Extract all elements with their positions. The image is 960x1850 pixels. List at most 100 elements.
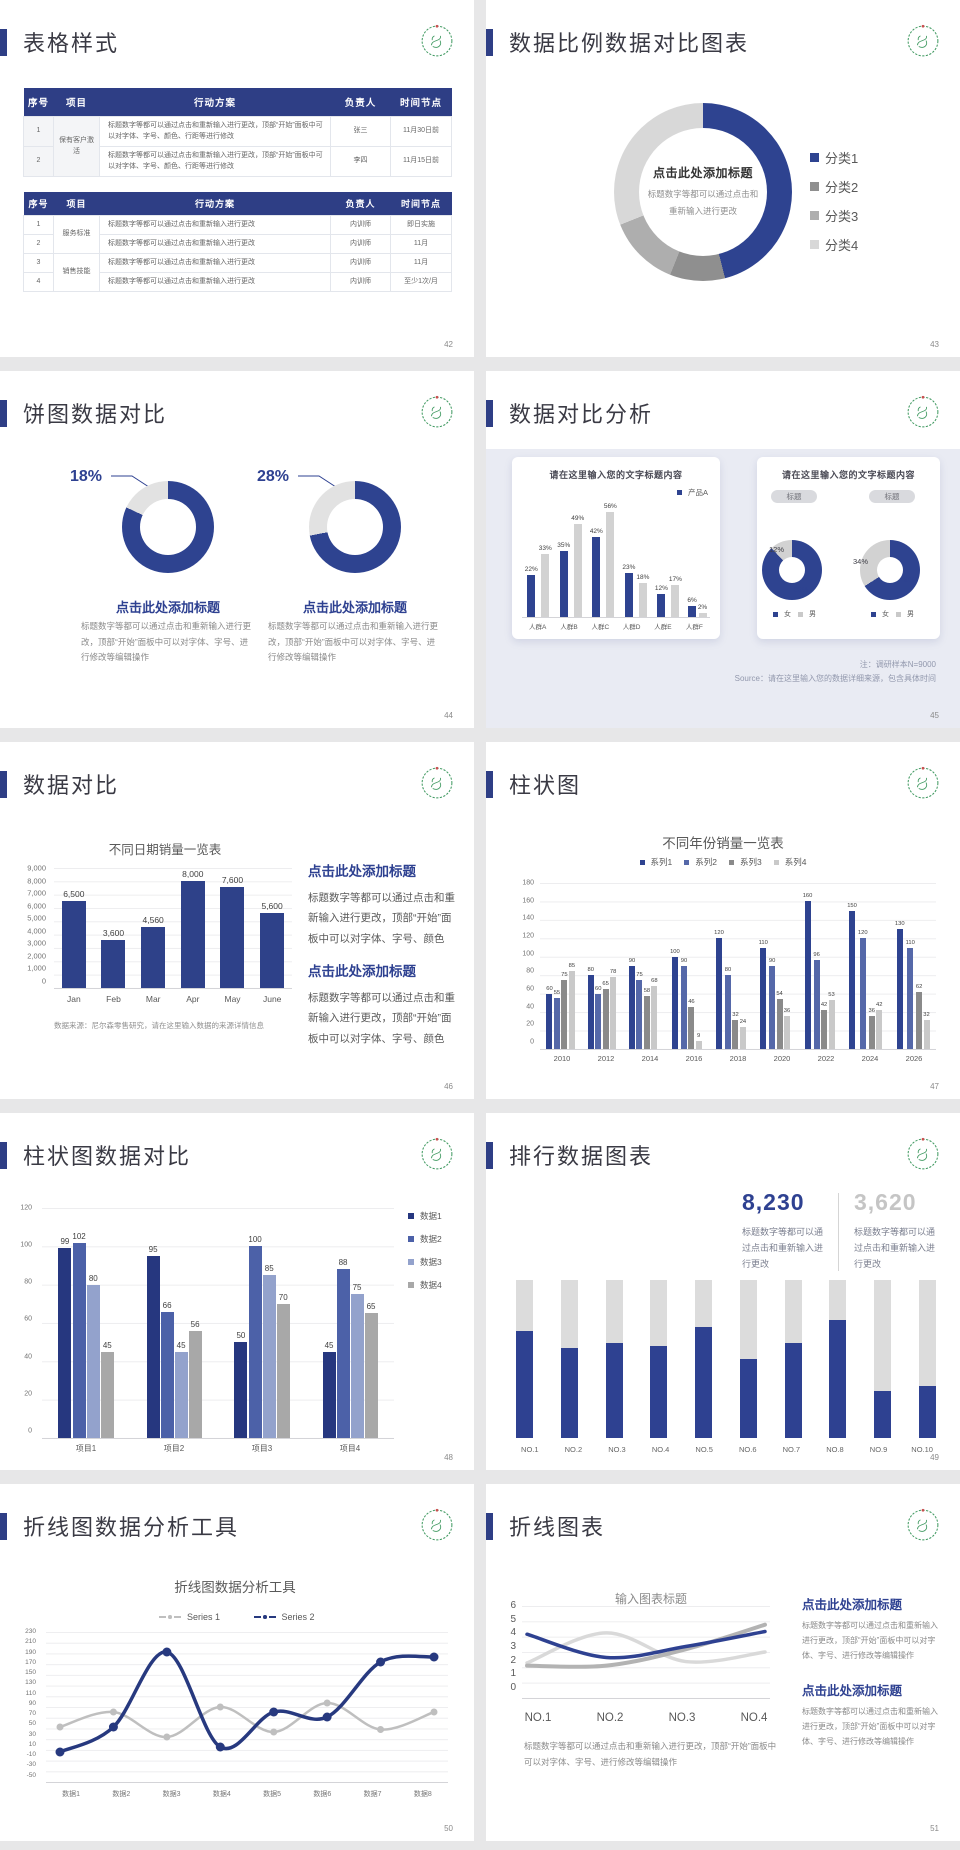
logo-icon xyxy=(420,766,454,800)
action-plan-table-2: 序号 项目 行动方案 负责人 时间节点 1 服务标准 标题数字等都可以通过点击和… xyxy=(23,192,452,292)
block-body: 标题数字等都可以通过点击和重新输入进行更改，顶部“开始”面板中可以对字体、字号、… xyxy=(308,892,455,945)
slide-title-block: 排行数据图表 xyxy=(486,1139,653,1171)
slide-number: 48 xyxy=(444,1453,453,1462)
cell-project: 服务标准 xyxy=(53,215,100,254)
y-axis: 120 100 80 60 40 20 0 xyxy=(20,1204,32,1435)
donut-hole xyxy=(877,557,903,583)
slide-title-block: 柱状图数据对比 xyxy=(0,1139,191,1171)
slide-title: 折线图数据分析工具 xyxy=(23,1515,240,1540)
cell-time: 11月30日前 xyxy=(390,116,452,147)
slide-title-block: 饼图数据对比 xyxy=(0,397,167,429)
slide-title: 折线图表 xyxy=(509,1515,606,1540)
slide-48[interactable]: 柱状图数据对比 120 100 80 60 40 20 0 99 102 80 45 95 66 45 5… xyxy=(0,1113,474,1470)
donut-chart: 点击此处添加标题 标题数字等都可以通过点击和重新输入进行更改 xyxy=(614,103,792,281)
slide-number: 51 xyxy=(930,1824,939,1833)
slide-45[interactable]: 数据对比分析 请在这里输入您的文字标题内容 产品A 22% 33% 35% 49% 42… xyxy=(486,371,960,728)
slide-number: 43 xyxy=(930,340,939,349)
donut-hole xyxy=(140,499,196,555)
bar-series: 6,500 3,600 4,560 8,000 7,600 5,600 xyxy=(54,868,292,988)
x-axis-labels: 2010 2012 2014 2016 2018 2020 2022 2024 2026 xyxy=(553,1054,923,1063)
block-title: 点击此处添加标题 xyxy=(802,1684,903,1698)
bar-series: 99 102 80 45 95 66 45 56 50 100 85 70 45 88 75 65 xyxy=(42,1208,394,1438)
title-accent-bar xyxy=(0,1141,7,1169)
slide-title-block: 数据对比 xyxy=(0,768,119,800)
slide-title-block: 折线图数据分析工具 xyxy=(0,1510,239,1542)
action-plan-table-1: 序号 项目 行动方案 负责人 时间节点 1 保有客户激活 标题数字等都可以通过点… xyxy=(23,88,452,177)
block-body: 标题数字等都可以通过点击和重新输入进行更改，顶部“开始”面板中可以对字体、字号、… xyxy=(308,992,455,1045)
stat-value: 8,230 xyxy=(742,1189,805,1215)
title-accent-bar xyxy=(486,770,493,798)
slide-title: 饼图数据对比 xyxy=(23,402,168,427)
logo-icon xyxy=(906,395,940,429)
chart-title: 输入图表标题 xyxy=(614,1592,687,1606)
chart-card-donuts: 请在这里输入您的文字标题内容 标题 标题 12% 34% 88% 66% 女男 … xyxy=(757,457,940,639)
x-axis-labels: 人群A 人群B 人群C 人群D 人群E 人群F xyxy=(528,624,703,631)
cell-no: 2 xyxy=(23,234,54,254)
table-row: 1 服务标准 标题数字等都可以通过点击和重新输入进行更改 内训师 即日实施 xyxy=(23,215,452,254)
slide-number: 46 xyxy=(444,1082,453,1091)
line-series xyxy=(46,1632,448,1787)
cell-owner: 张三 xyxy=(330,116,391,147)
callout-line xyxy=(298,475,340,490)
title-accent-bar xyxy=(0,399,7,427)
slide-50[interactable]: 折线图数据分析工具 折线图数据分析工具 Series 1 Series 2 230… xyxy=(0,1484,474,1841)
slide-47[interactable]: 柱状图 不同年份销量一览表 系列1 系列2 系列3 系列4 180 160 140 120 1… xyxy=(486,742,960,1099)
cell-action: 标题数字等都可以通过点击和重新输入进行更改 xyxy=(99,234,331,254)
divider xyxy=(838,1193,839,1271)
note-sample: 注：调研样本N=9000 xyxy=(859,660,936,669)
series-legend: 数据1 数据2 数据3 数据4 xyxy=(408,1210,442,1470)
rank-columns xyxy=(516,1280,936,1438)
block-title: 点击此处添加标题 xyxy=(802,1598,903,1612)
text-block: 点击此处添加标题 标题数字等都可以通过点击和重新输入进行更改，顶部“开始”面板中… xyxy=(308,860,460,949)
cell-no: 4 xyxy=(23,272,54,292)
donut-chart-right xyxy=(860,540,920,600)
table-row: 1 保有客户激活 标题数字等都可以通过点击和重新输入进行更改，顶部“开始”面板中… xyxy=(23,116,452,177)
cell-owner: 内训师 xyxy=(330,272,391,292)
cell-no: 1 xyxy=(23,215,54,235)
bar-series: 22% 33% 35% 49% 42% 56% 23% 18% 12% 17% 6% 2% xyxy=(522,503,710,617)
slide-number: 49 xyxy=(930,1453,939,1462)
col-header: 项目 xyxy=(53,192,100,216)
slide-49[interactable]: 排行数据图表 8,230 标题数字等都可以通过点击和重新输入进行更改 3,620… xyxy=(486,1113,960,1470)
slide-title-block: 柱状图 xyxy=(486,768,581,800)
slide-title: 数据对比分析 xyxy=(509,402,654,427)
series-legend: 系列1 系列2 系列3 系列4 xyxy=(486,856,960,868)
block-body: 标题数字等都可以通过点击和重新输入进行更改，顶部“开始”面板中可以对字体、字号、… xyxy=(802,1621,938,1660)
logo-icon xyxy=(420,1508,454,1542)
cell-time: 11月 xyxy=(390,253,452,273)
donut-center-subtitle: 标题数字等都可以通过点击和重新输入进行更改 xyxy=(647,189,759,216)
cell-action: 标题数字等都可以通过点击和重新输入进行更改 xyxy=(99,272,331,292)
donut-value-label: 88% xyxy=(794,587,809,594)
slide-42[interactable]: 表格样式 序号 项目 行动方案 负责人 时间节点 1 保有客户激活 标题数字等都… xyxy=(0,0,474,357)
badge-label: 标题 xyxy=(869,490,915,503)
chart-title: 不同日期销量一览表 xyxy=(108,843,222,857)
slide-46[interactable]: 数据对比 不同日期销量一览表 9,000 8,000 7,000 6,000 5,000… xyxy=(0,742,474,1099)
text-block: 点击此处添加标题 标题数字等都可以通过点击和重新输入进行更改，顶部“开始”面板中… xyxy=(802,1680,944,1749)
donut-chart-left xyxy=(762,540,822,600)
title-accent-bar xyxy=(486,399,493,427)
table-row: 2 标题数字等都可以通过点击和重新输入进行更改，顶部“开始”面板中可以对字体、字… xyxy=(23,146,452,177)
slide-44[interactable]: 饼图数据对比 18% 点击此处添加标题 标题数字等都可以通过点击和重新输入进行更… xyxy=(0,371,474,728)
card-title: 请在这里输入您的文字标题内容 xyxy=(549,470,683,480)
block-title: 点击此处添加标题 xyxy=(115,600,220,615)
y-axis: 180 160 140 120 100 80 60 40 20 0 xyxy=(522,879,534,1046)
slide-number: 45 xyxy=(930,711,939,720)
y-axis: 230 210 190 170 150 130 110 90 70 50 30 10 -10 -30 -50 xyxy=(25,1627,36,1779)
x-axis-labels: NO.1 NO.2 NO.3 NO.4 xyxy=(524,1712,768,1724)
col-header: 负责人 xyxy=(330,192,391,216)
logo-icon xyxy=(420,395,454,429)
slide-title: 表格样式 xyxy=(23,31,120,56)
line-series xyxy=(522,1606,770,1703)
slide-title: 柱状图数据对比 xyxy=(23,1144,192,1169)
col-header: 序号 xyxy=(23,192,54,216)
donut-chart-left xyxy=(122,481,214,573)
col-header: 时间节点 xyxy=(390,88,452,117)
donut-chart-right xyxy=(309,481,401,573)
bar-plot: 22% 33% 35% 49% 42% 56% 23% 18% 12% 17% 6% 2% xyxy=(522,503,710,618)
block-body: 标题数字等都可以通过点击和重新输入进行更改，顶部“开始”面板中可以对字体、字号、… xyxy=(268,621,439,663)
stat-block-secondary: 3,620 标题数字等都可以通过点击和重新输入进行更改 xyxy=(854,1189,940,1273)
text-block: 点击此处添加标题 标题数字等都可以通过点击和重新输入进行更改，顶部“开始”面板中… xyxy=(308,960,460,1049)
slide-43[interactable]: 数据比例数据对比图表 点击此处添加标题 标题数字等都可以通过点击和重新输入进行更… xyxy=(486,0,960,357)
series-legend: Series 1 Series 2 xyxy=(0,1612,474,1622)
